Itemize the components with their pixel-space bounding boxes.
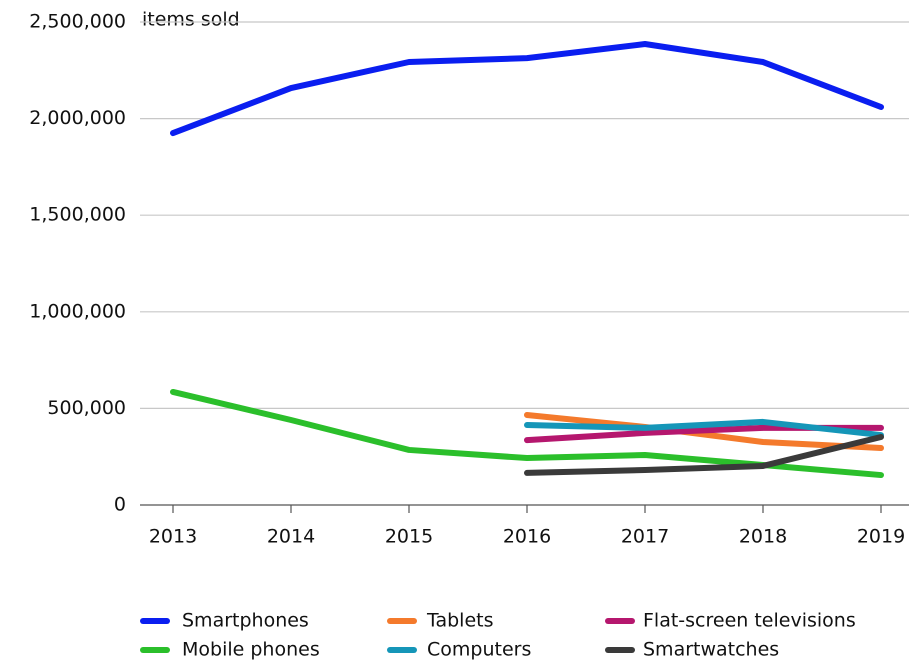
y-tick-label: 2,000,000 xyxy=(29,107,126,129)
x-tick-label: 2013 xyxy=(149,526,197,548)
y-tick-label: 1,500,000 xyxy=(29,204,126,226)
x-tick-label: 2017 xyxy=(621,526,669,548)
y-tick-label: 500,000 xyxy=(47,397,126,419)
series-line xyxy=(170,41,884,137)
x-tick-label: 2015 xyxy=(385,526,433,548)
legend-label: Smartphones xyxy=(182,610,309,632)
x-tick-label: 2019 xyxy=(857,526,905,548)
series-line xyxy=(524,433,884,476)
legend-label: Flat-screen televisions xyxy=(643,610,856,632)
x-tick-label: 2014 xyxy=(267,526,315,548)
y-tick-label: 0 xyxy=(114,494,126,516)
legend-label: Mobile phones xyxy=(182,639,320,661)
series-line xyxy=(524,411,884,452)
legend-label: Smartwatches xyxy=(643,639,779,661)
series-line xyxy=(524,418,884,439)
legend-label: Computers xyxy=(427,639,531,661)
legend-label: Tablets xyxy=(426,610,493,632)
x-tick-label: 2018 xyxy=(739,526,787,548)
y-tick-label: 1,000,000 xyxy=(29,300,126,322)
y-tick-label: 2,500,000 xyxy=(29,11,126,33)
annotation: items sold xyxy=(142,9,240,31)
x-tick-label: 2016 xyxy=(503,526,551,548)
